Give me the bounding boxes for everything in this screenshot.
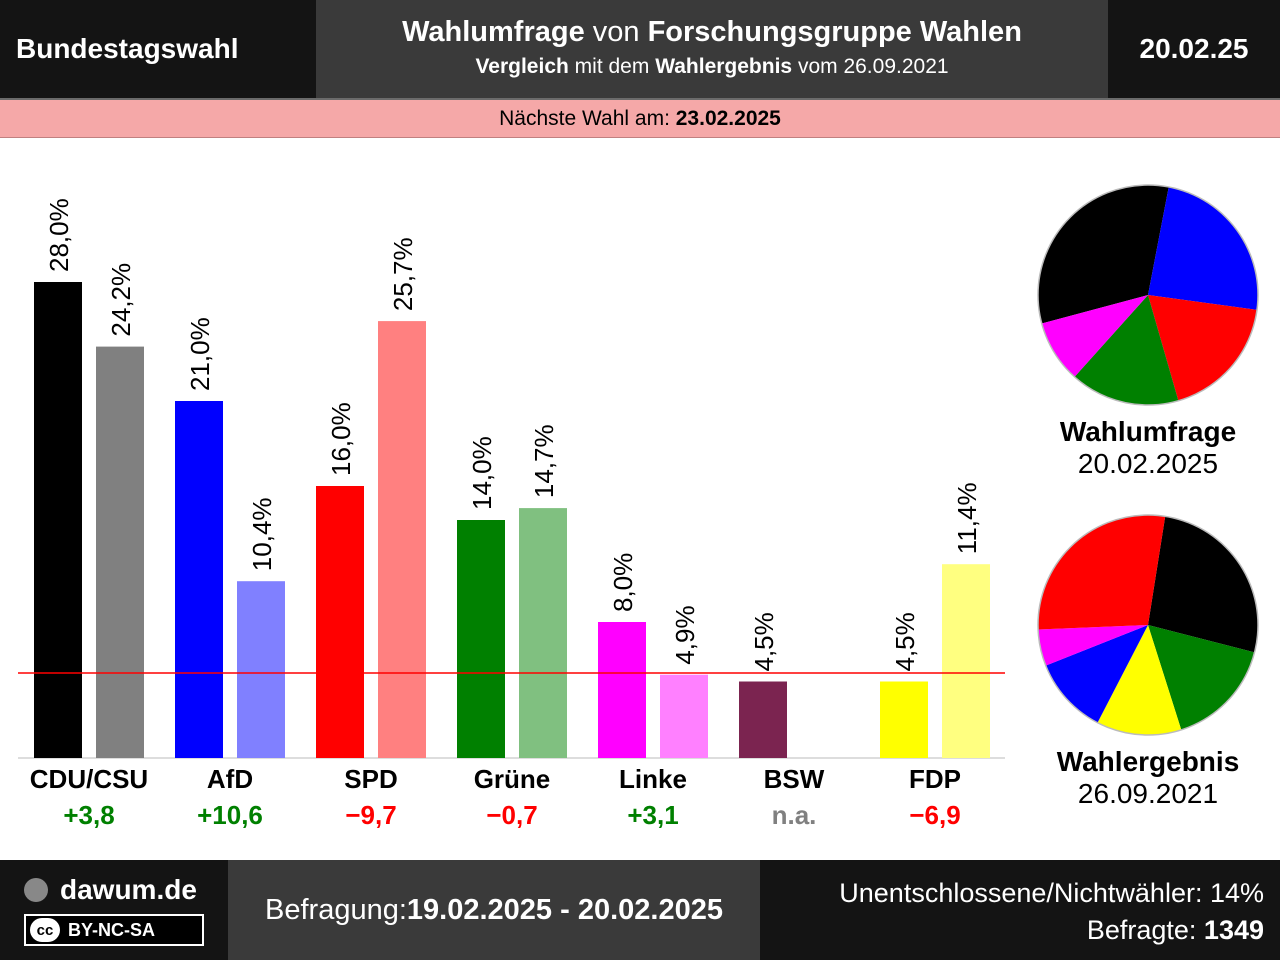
- category-label: BSW: [764, 764, 825, 794]
- category-label: FDP: [909, 764, 961, 794]
- bar-value-label: 14,7%: [529, 424, 559, 498]
- bar-value-label: 24,2%: [106, 263, 136, 337]
- pie-slice: [1148, 295, 1257, 401]
- respondents-count: 1349: [1203, 915, 1264, 945]
- license-text: BY-NC-SA: [68, 919, 156, 940]
- bar-value-label: 21,0%: [185, 317, 215, 391]
- bar-result: [660, 674, 708, 758]
- pie-slice: [1038, 184, 1169, 324]
- subtitle-part-3: Wahlergebnis: [655, 55, 793, 78]
- license-badge[interactable]: cc BY-NC-SA: [24, 914, 204, 946]
- pie-slice: [1038, 625, 1148, 666]
- difference-label: −6,9: [909, 800, 960, 830]
- pie-slice: [1097, 625, 1182, 735]
- bar-result: [519, 508, 567, 758]
- survey-period: Befragung: 19.02.2025 - 20.02.2025: [228, 860, 760, 960]
- bar-poll: [175, 401, 223, 758]
- difference-label: +3,8: [63, 800, 114, 830]
- footer-stats: Unentschlossene/Nichtwähler: 14% Befragt…: [760, 860, 1280, 960]
- bar-poll: [880, 681, 928, 758]
- respondents-label: Befragte:: [1086, 915, 1204, 945]
- header: Bundestagswahl Wahlumfrage von Forschung…: [0, 0, 1280, 98]
- difference-label: n.a.: [772, 800, 817, 830]
- pie-slice: [1148, 516, 1258, 653]
- bar-poll: [598, 622, 646, 758]
- bar-result: [237, 581, 285, 758]
- category-label: AfD: [207, 764, 253, 794]
- bar-result: [942, 564, 990, 758]
- pie-outline: [1037, 184, 1259, 406]
- pie-poll-date: 20.02.2025: [1077, 448, 1219, 479]
- bar-value-label: 14,0%: [467, 436, 497, 510]
- footer-brand-block: dawum.de cc BY-NC-SA: [0, 860, 228, 960]
- difference-label: −0,7: [486, 800, 537, 830]
- pie-label-result: Wahlergebnis 26.09.2021: [1028, 746, 1268, 810]
- pie-chart-poll: [1037, 184, 1259, 406]
- undecided-text: Unentschlossene/Nichtwähler: 14%: [839, 878, 1264, 908]
- category-label: Linke: [619, 764, 687, 794]
- difference-label: −9,7: [345, 800, 396, 830]
- difference-label: +10,6: [197, 800, 263, 830]
- bar-value-label: 4,5%: [890, 612, 920, 671]
- next-election-date: 23.02.2025: [675, 107, 781, 130]
- dawum-logo-icon: [24, 878, 48, 902]
- subtitle-part-1: Vergleich: [475, 55, 569, 78]
- pie-result-date: 26.09.2021: [1077, 778, 1219, 809]
- category-label: CDU/CSU: [30, 764, 148, 794]
- page-title: Wahlumfrage von Forschungsgruppe Wahlen: [316, 16, 1108, 49]
- bar-poll: [457, 520, 505, 758]
- title-part-2: von: [584, 16, 648, 48]
- poll-date: 20.02.25: [1108, 0, 1280, 98]
- next-election-banner: Nächste Wahl am: 23.02.2025: [0, 98, 1280, 138]
- bar-value-label: 8,0%: [608, 553, 638, 612]
- pie-slice: [1038, 515, 1166, 630]
- header-title-block: Wahlumfrage von Forschungsgruppe Wahlen …: [316, 0, 1108, 98]
- bar-value-label: 4,9%: [670, 605, 700, 664]
- bar-poll: [34, 282, 82, 758]
- brand-link[interactable]: dawum.de: [60, 874, 197, 905]
- title-part-1: Wahlumfrage: [402, 16, 585, 48]
- bar-value-label: 25,7%: [388, 237, 418, 311]
- bar-result: [96, 346, 144, 758]
- survey-label: Befragung:: [265, 893, 407, 926]
- pie-slice: [1045, 625, 1148, 723]
- pie-outline: [1037, 514, 1259, 736]
- cc-icon: cc: [30, 918, 60, 942]
- bar-value-label: 11,4%: [952, 482, 982, 554]
- election-type: Bundestagswahl: [0, 0, 316, 98]
- bar-result: [378, 321, 426, 758]
- bar-poll: [739, 681, 787, 758]
- difference-label: +3,1: [627, 800, 678, 830]
- subtitle-part-2: mit dem: [568, 55, 656, 78]
- bar-value-label: 4,5%: [749, 612, 779, 671]
- footer: dawum.de cc BY-NC-SA Befragung: 19.02.20…: [0, 860, 1280, 960]
- bar-value-label: 16,0%: [326, 402, 356, 476]
- page-subtitle: Vergleich mit dem Wahlergebnis vom 26.09…: [316, 55, 1108, 79]
- bar-value-label: 10,4%: [247, 497, 277, 571]
- pie-chart-result: [1037, 514, 1259, 736]
- category-label: Grüne: [474, 764, 551, 794]
- category-label: SPD: [344, 764, 397, 794]
- title-part-3: Forschungsgruppe Wahlen: [647, 16, 1022, 48]
- pie-poll-title: Wahlumfrage: [1059, 416, 1237, 447]
- pie-slice: [1074, 295, 1179, 405]
- bar-chart: 28,0% 24,2% CDU/CSU +3,8 21,0% 10,4% AfD +10,6 1…: [18, 198, 1005, 830]
- pie-slice: [1041, 295, 1148, 377]
- survey-dates: 19.02.2025 - 20.02.2025: [406, 893, 723, 926]
- subtitle-part-4: vom 26.09.2021: [792, 55, 949, 78]
- bar-poll: [316, 486, 364, 758]
- bar-value-label: 28,0%: [44, 198, 74, 272]
- pie-label-poll: Wahlumfrage 20.02.2025: [1028, 416, 1268, 480]
- pie-slice: [1148, 625, 1255, 730]
- next-election-label: Nächste Wahl am:: [499, 107, 676, 130]
- respondents-line: Befragte: 1349: [760, 915, 1264, 946]
- pie-slice: [1148, 186, 1258, 310]
- pie-result-title: Wahlergebnis: [1056, 746, 1240, 777]
